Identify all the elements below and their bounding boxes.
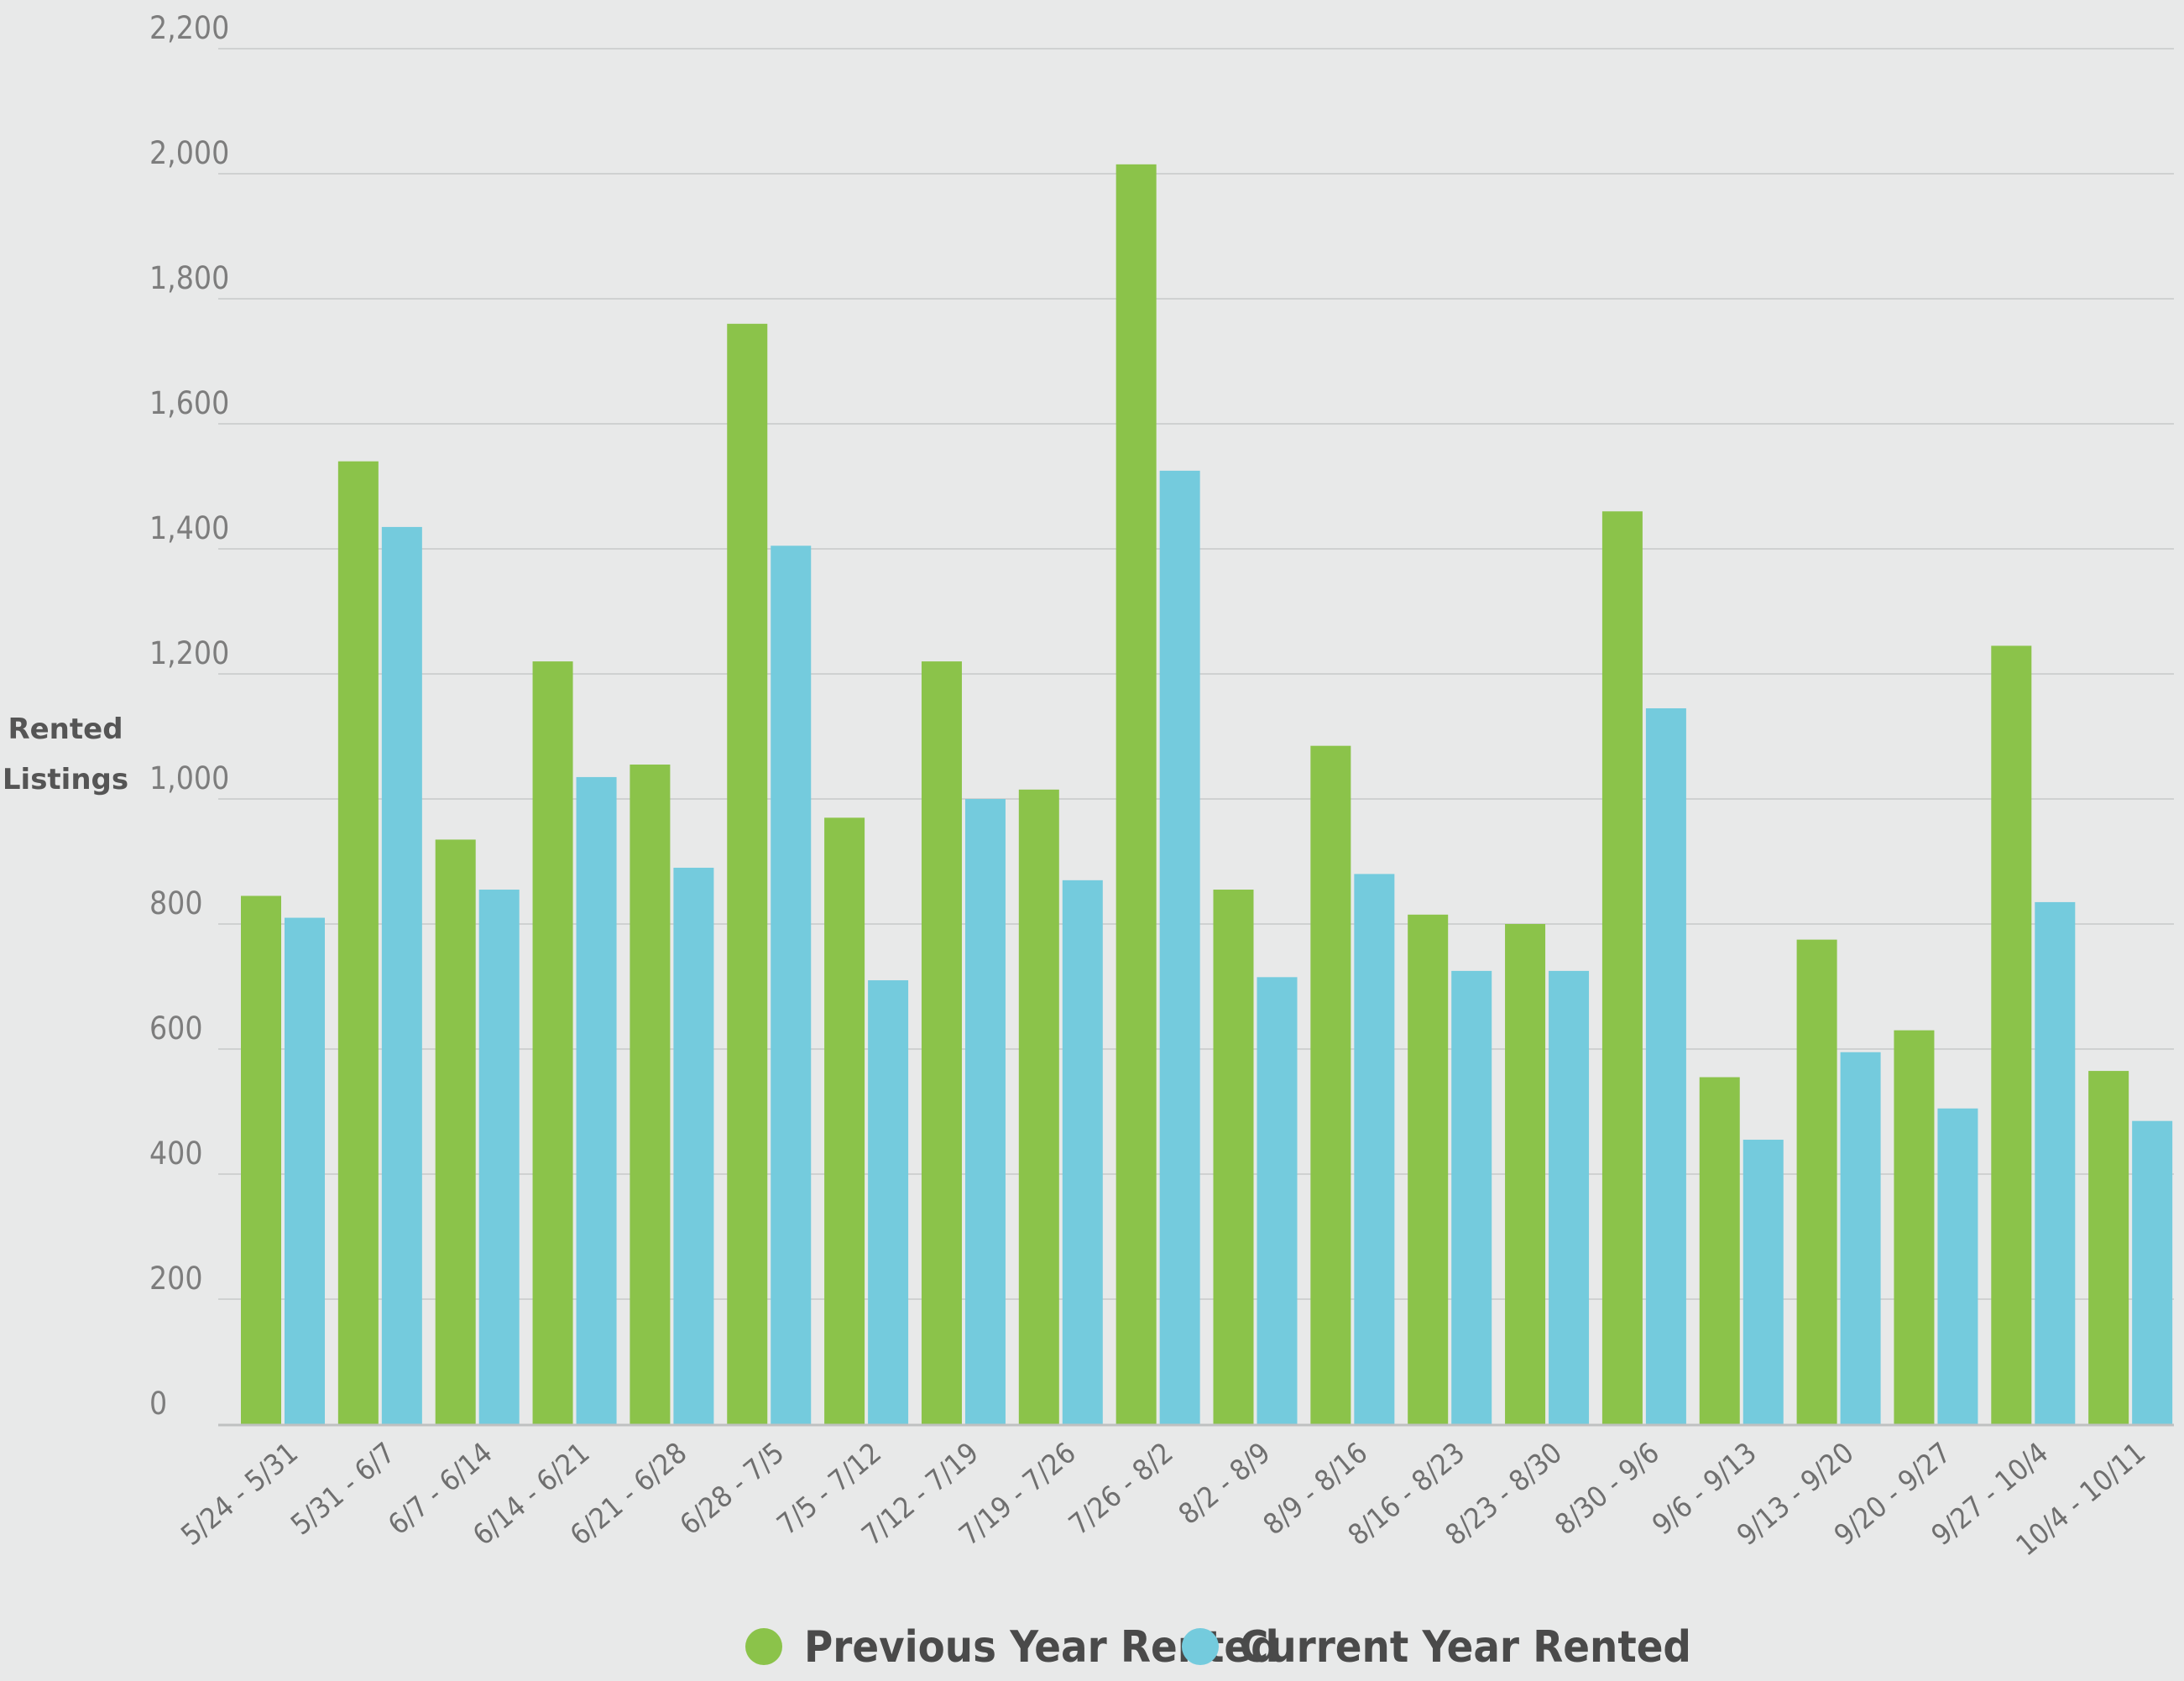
- bar-previous-year: [1213, 890, 1254, 1424]
- bars: [241, 164, 2173, 1425]
- legend-swatch: [745, 1628, 782, 1665]
- y-tick-label: 600: [149, 1010, 203, 1047]
- y-tick-label: 2,000: [149, 135, 229, 171]
- bar-current-year: [1354, 874, 1395, 1424]
- bar-previous-year: [532, 661, 573, 1424]
- y-axis-ticks: 0 200 400 600 800 1,000 1,200 1,400 1,600 1,800 2,…: [149, 10, 229, 1422]
- y-tick-label: 400: [149, 1135, 203, 1172]
- y-tick-label: 200: [149, 1261, 203, 1297]
- bar-current-year: [285, 917, 325, 1424]
- x-tick-label: 6/28 - 7/5: [674, 1436, 791, 1542]
- bar-previous-year: [921, 661, 962, 1424]
- y-tick-label: 1,800: [149, 260, 229, 296]
- x-tick-label: 8/30 - 9/6: [1549, 1436, 1665, 1542]
- bar-current-year: [1840, 1052, 1881, 1424]
- bar-previous-year: [337, 461, 379, 1425]
- bar-previous-year: [435, 839, 476, 1424]
- x-axis-ticks: 5/24 - 5/315/31 - 6/76/7 - 6/146/14 - 6/…: [175, 1436, 2152, 1563]
- bar-current-year: [2132, 1120, 2173, 1424]
- bar-previous-year: [1894, 1030, 1935, 1424]
- x-tick-label: 5/31 - 6/7: [285, 1436, 401, 1542]
- bar-current-year: [1645, 707, 1686, 1424]
- legend-label: Current Year Rented: [1240, 1622, 1691, 1673]
- bar-current-year: [1451, 970, 1492, 1424]
- x-tick-label: 5/24 - 5/31: [175, 1436, 305, 1553]
- bar-current-year: [1937, 1108, 1978, 1424]
- bar-previous-year: [630, 765, 671, 1424]
- bar-previous-year: [1408, 914, 1449, 1424]
- bar-previous-year: [1116, 164, 1157, 1425]
- legend-swatch: [1182, 1628, 1219, 1665]
- bar-current-year: [478, 890, 520, 1424]
- bar-current-year: [868, 980, 909, 1424]
- bar-previous-year: [824, 817, 865, 1424]
- bar-current-year: [1062, 880, 1103, 1424]
- bar-previous-year: [2088, 1071, 2129, 1424]
- x-tick-label: 7/26 - 8/2: [1063, 1436, 1179, 1542]
- bar-previous-year: [1991, 645, 2032, 1424]
- y-axis-label-line-2: Listings: [3, 763, 128, 796]
- bar-current-year: [1549, 970, 1590, 1424]
- bar-previous-year: [1699, 1077, 1740, 1424]
- bar-current-year: [2035, 901, 2076, 1424]
- bar-previous-year: [1505, 924, 1546, 1424]
- bar-current-year: [1742, 1140, 1784, 1424]
- y-tick-label: 1,200: [149, 635, 229, 671]
- bar-previous-year: [241, 895, 281, 1424]
- y-tick-label: 2,200: [149, 10, 229, 46]
- bar-previous-year: [1310, 745, 1351, 1424]
- bar-current-year: [576, 776, 617, 1424]
- bar-current-year: [673, 867, 714, 1424]
- y-tick-label: 800: [149, 885, 203, 921]
- bar-previous-year: [727, 323, 768, 1424]
- y-tick-label: 1,400: [149, 510, 229, 546]
- bar-current-year: [1159, 470, 1200, 1424]
- y-tick-label: 0: [149, 1386, 167, 1422]
- bar-current-year: [964, 799, 1006, 1424]
- y-tick-label: 1,600: [149, 385, 229, 421]
- bar-previous-year: [1796, 939, 1837, 1424]
- bar-previous-year: [1601, 511, 1643, 1424]
- bar-current-year: [381, 526, 422, 1424]
- bar-current-year: [1257, 977, 1298, 1424]
- y-axis-label-line-1: Rented: [8, 713, 123, 746]
- y-tick-label: 1,000: [149, 760, 229, 796]
- bar-previous-year: [1018, 789, 1059, 1424]
- bar-current-year: [771, 546, 812, 1424]
